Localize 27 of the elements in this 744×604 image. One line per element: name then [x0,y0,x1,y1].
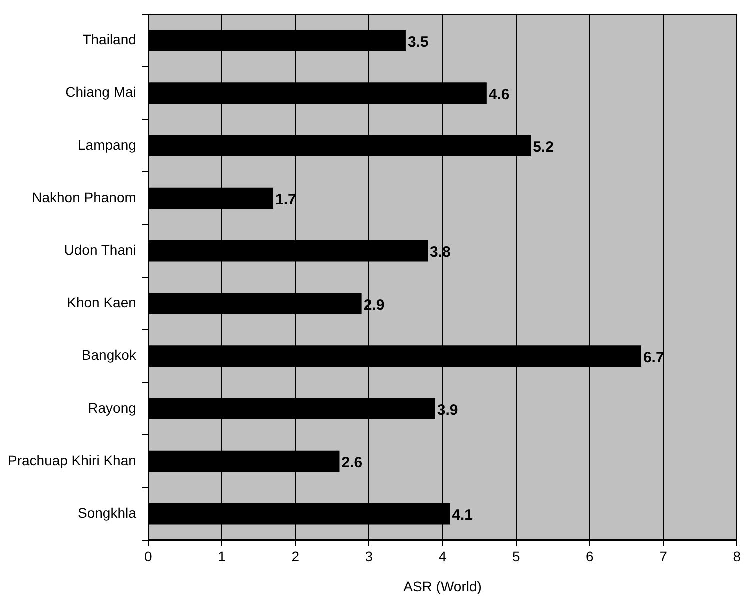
data-label: 6.7 [643,349,664,366]
data-label: 1.7 [276,192,296,209]
x-tick-label: 8 [733,548,742,565]
data-label: 5.2 [533,139,554,156]
x-tick-label: 7 [660,548,668,565]
x-tick-label: 1 [218,548,226,565]
data-label: 4.6 [488,86,510,104]
x-tick-label: 0 [144,548,153,565]
y-tick-label: Udon Thani [64,242,136,258]
x-tick-label: 3 [365,548,374,565]
x-tick-label: 2 [292,548,300,565]
x-tick-label: 4 [438,548,447,565]
y-tick-label: Lampang [78,136,136,153]
y-tick-label: Bangkok [82,347,138,364]
y-tick-label: Prachuap Khiri Khan [8,452,136,468]
x-tick-label: 5 [512,548,520,565]
data-label: 4.1 [452,507,473,524]
x-tick-label: 6 [586,548,594,565]
y-tick-label: Khon Kaen [67,294,136,311]
y-tick-label: Thailand [82,32,136,48]
data-label: 2.6 [342,454,363,472]
y-tick-label: Rayong [88,400,136,416]
x-axis-title: ASR (World) [404,578,482,594]
y-tick-label: Songkhla [78,504,137,521]
y-tick-label: Chiang Mai [66,84,136,100]
data-label: 3.5 [408,34,429,51]
y-tick-label: Nakhon Phanom [32,189,136,206]
